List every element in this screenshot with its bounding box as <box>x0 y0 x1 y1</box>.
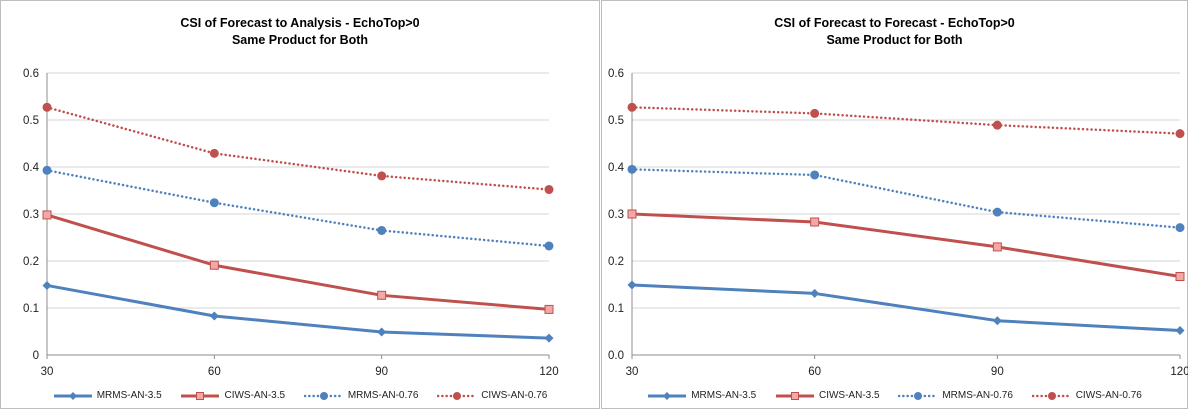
series-line-ciws-an-0-76 <box>45 106 551 191</box>
data-point-ciws-an-0-76 <box>42 102 52 112</box>
data-point-ciws-an-3-5 <box>377 290 387 300</box>
legend-item: CIWS-AN-3.5 <box>180 390 285 401</box>
chart-subtitle: Same Product for Both <box>826 33 963 47</box>
x-tick-label: 90 <box>375 366 388 378</box>
data-point-ciws-an-0-76 <box>544 185 554 195</box>
data-point-mrms-an-0-76 <box>992 207 1002 217</box>
plot-area: 0.0 0.1 0.2 0.3 0.4 0.5 0.6 30 60 90 120 <box>608 68 1188 378</box>
legend: MRMS-AN-3.5 CIWS-AN-3.5 MRMS-AN-0.76 CIW… <box>1 390 599 404</box>
y-tick-label: 0.4 <box>23 162 40 174</box>
x-tick-label: 120 <box>1170 366 1188 378</box>
plot-area: 0 0.1 0.2 0.3 0.4 0.5 0.6 30 60 90 120 <box>23 68 559 378</box>
x-tick-label: 30 <box>626 366 639 378</box>
y-tick-label: 0.2 <box>608 256 624 268</box>
legend-label: MRMS-AN-0.76 <box>942 390 1013 401</box>
legend-swatch-ciws-3-5 <box>181 391 220 400</box>
data-point-ciws-an-3-5 <box>42 210 52 220</box>
legend-label: MRMS-AN-0.76 <box>347 390 419 401</box>
x-tick-label: 120 <box>539 366 558 378</box>
series-line-ciws-an-3-5 <box>46 213 550 311</box>
data-point-ciws-an-3-5 <box>627 209 637 219</box>
legend-swatch-ciws-0-76 <box>437 391 478 400</box>
chart-title: CSI of Forecast to Analysis - EchoTop>0 <box>180 16 420 30</box>
x-tick-label: 60 <box>208 366 221 378</box>
data-point-ciws-an-3-5 <box>1175 272 1185 282</box>
data-point-mrms-an-0-76 <box>544 241 554 251</box>
legend: MRMS-AN-3.5 CIWS-AN-3.5 MRMS-AN-0.76 CIW… <box>602 390 1187 404</box>
data-point-ciws-an-3-5 <box>209 260 219 270</box>
data-point-ciws-an-0-76 <box>377 171 387 181</box>
data-point-mrms-an-0-76 <box>209 198 219 208</box>
legend-swatch-mrms-3-5 <box>648 391 687 400</box>
x-tick-label: 90 <box>991 366 1004 378</box>
data-point-mrms-an-3-5 <box>377 327 387 337</box>
chart-panel-analysis: CSI of Forecast to Analysis - EchoTop>0 … <box>0 0 600 409</box>
data-point-ciws-an-3-5 <box>544 304 554 314</box>
series-line-ciws-an-3-5 <box>631 212 1181 278</box>
y-tick-label: 0.5 <box>23 115 39 127</box>
y-tick-label: 0.1 <box>23 303 39 315</box>
legend-label: CIWS-AN-3.5 <box>818 390 880 401</box>
data-point-ciws-an-0-76 <box>627 102 637 112</box>
legend-item: MRMS-AN-0.76 <box>303 390 419 401</box>
data-point-mrms-an-3-5 <box>42 280 52 290</box>
series-line-mrms-an-0-76 <box>630 168 1182 229</box>
data-point-mrms-an-0-76 <box>377 225 387 235</box>
legend-label: CIWS-AN-0.76 <box>1075 390 1142 401</box>
legend-swatch-mrms-0-76 <box>898 391 939 400</box>
y-tick-label: 0.2 <box>23 256 39 268</box>
legend-label: MRMS-AN-3.5 <box>691 390 757 401</box>
data-point-ciws-an-3-5 <box>810 217 820 227</box>
series-line-mrms-an-3-5 <box>631 283 1181 333</box>
legend-swatch-ciws-0-76 <box>1031 391 1072 400</box>
data-point-ciws-an-3-5 <box>992 242 1002 252</box>
data-point-mrms-an-3-5 <box>992 316 1002 326</box>
data-point-ciws-an-0-76 <box>209 148 219 158</box>
series-line-mrms-an-3-5 <box>46 283 550 340</box>
legend-item: CIWS-AN-3.5 <box>775 390 880 401</box>
y-tick-label: 0.5 <box>608 115 624 127</box>
data-point-mrms-an-0-76 <box>627 164 637 174</box>
legend-label: CIWS-AN-0.76 <box>481 390 548 401</box>
x-tick-label: 30 <box>41 366 54 378</box>
legend-item: MRMS-AN-0.76 <box>898 390 1013 401</box>
chart-panel-forecast: CSI of Forecast to Forecast - EchoTop>0 … <box>601 0 1188 409</box>
legend-item: MRMS-AN-3.5 <box>53 390 162 401</box>
data-point-mrms-an-3-5 <box>209 311 219 321</box>
chart-title: CSI of Forecast to Forecast - EchoTop>0 <box>774 16 1015 30</box>
legend-swatch-ciws-3-5 <box>775 391 814 400</box>
legend-swatch-mrms-3-5 <box>53 391 92 400</box>
data-point-mrms-an-0-76 <box>1175 223 1185 233</box>
y-tick-label: 0.4 <box>608 162 625 174</box>
data-point-mrms-an-3-5 <box>544 333 554 343</box>
legend-label: MRMS-AN-3.5 <box>96 390 162 401</box>
data-point-ciws-an-0-76 <box>810 108 820 118</box>
x-tick-label: 60 <box>808 366 821 378</box>
y-tick-label: 0.6 <box>23 68 39 80</box>
legend-label: CIWS-AN-3.5 <box>224 390 286 401</box>
y-tick-label: 0.3 <box>608 209 624 221</box>
data-point-mrms-an-3-5 <box>1175 326 1185 336</box>
chart-subtitle: Same Product for Both <box>231 33 369 47</box>
legend-item: CIWS-AN-0.76 <box>1031 390 1142 401</box>
data-point-mrms-an-3-5 <box>810 288 820 298</box>
y-tick-label: 0.1 <box>608 303 624 315</box>
data-point-mrms-an-0-76 <box>42 165 52 175</box>
legend-item: CIWS-AN-0.76 <box>437 390 547 401</box>
legend-swatch-mrms-0-76 <box>303 391 344 400</box>
y-tick-label: 0.3 <box>23 209 39 221</box>
series-line-ciws-an-0-76 <box>630 106 1182 135</box>
data-point-ciws-an-0-76 <box>992 120 1002 130</box>
legend-item: MRMS-AN-3.5 <box>647 390 756 401</box>
y-tick-label: 0.0 <box>608 350 624 362</box>
y-tick-label: 0.6 <box>608 68 624 80</box>
y-tick-label: 0 <box>33 350 39 362</box>
data-point-mrms-an-0-76 <box>810 170 820 180</box>
series-line-mrms-an-0-76 <box>45 169 551 248</box>
data-point-ciws-an-0-76 <box>1175 129 1185 139</box>
data-point-mrms-an-3-5 <box>627 280 637 290</box>
